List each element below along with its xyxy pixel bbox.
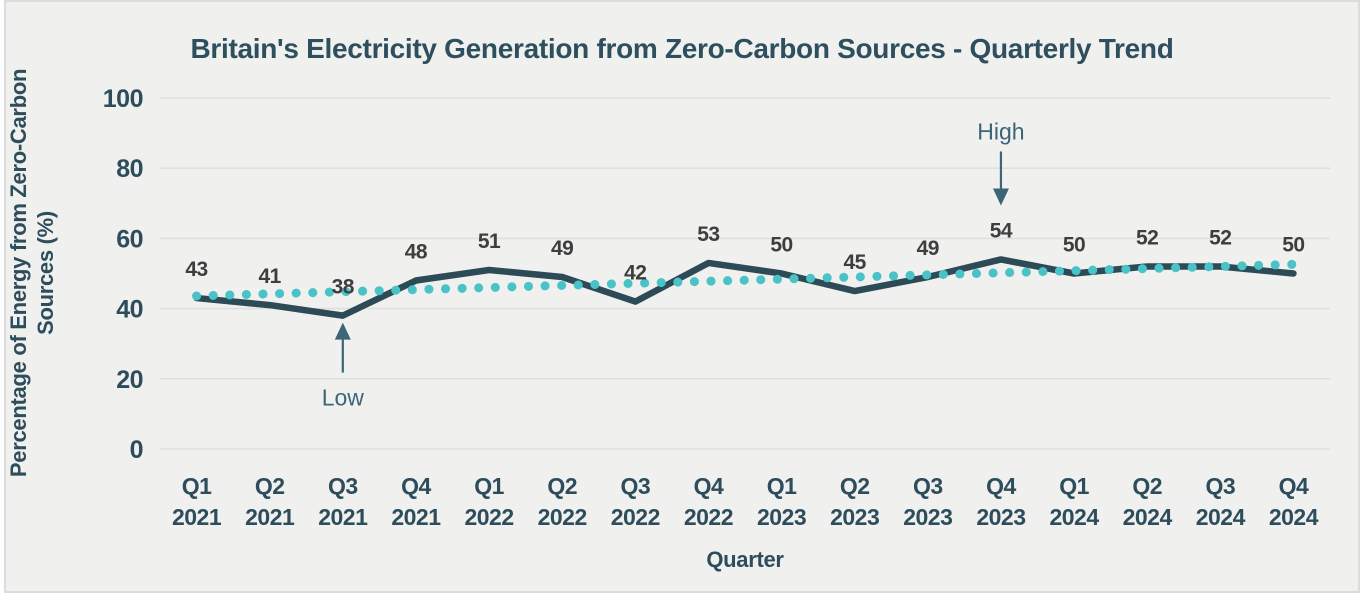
y-tick-label: 20 xyxy=(116,366,143,394)
data-label: 54 xyxy=(990,219,1013,242)
plot-area: 0 20 40 60 80 100 Q1 2021 Q2 2021 Q3 2021 Q4 2021 Q1 20… xyxy=(103,85,1330,530)
data-label: 49 xyxy=(551,237,573,260)
x-tick-label: Q3 2022 xyxy=(611,473,660,530)
data-label: 38 xyxy=(332,276,355,299)
x-tick-label: Q2 2023 xyxy=(830,473,879,530)
data-label: 48 xyxy=(405,241,428,264)
x-tick-label: Q4 2024 xyxy=(1269,473,1319,530)
x-tick-label: Q4 2023 xyxy=(976,473,1025,530)
x-axis-title: Quarter xyxy=(706,547,784,572)
x-tick-label: Q3 2023 xyxy=(903,473,952,530)
x-tick-label: Q1 2024 xyxy=(1049,473,1099,530)
data-label: 43 xyxy=(185,258,207,281)
data-label: 42 xyxy=(624,262,646,285)
x-tick-label: Q4 2021 xyxy=(391,473,441,530)
y-tick-label: 60 xyxy=(116,225,143,253)
high-arrow-head xyxy=(992,188,1009,206)
annotation-low-label: Low xyxy=(322,385,365,411)
data-label: 51 xyxy=(478,230,501,253)
data-label: 50 xyxy=(1282,234,1304,257)
y-tick-label: 80 xyxy=(116,155,143,183)
data-label: 52 xyxy=(1209,226,1231,249)
low-arrow-head xyxy=(334,322,351,340)
y-tick-label: 100 xyxy=(103,85,143,113)
x-tick-label: Q2 2021 xyxy=(245,473,295,530)
data-label: 41 xyxy=(259,265,282,288)
data-label: 50 xyxy=(1063,234,1085,257)
x-tick-label: Q2 2022 xyxy=(538,473,587,530)
x-tick-label: Q1 2022 xyxy=(464,473,513,530)
x-tick-label: Q3 2021 xyxy=(318,473,368,530)
data-label: 52 xyxy=(1136,226,1158,249)
chart-title: Britain's Electricity Generation from Ze… xyxy=(190,33,1173,64)
data-label: 49 xyxy=(917,237,939,260)
x-tick-label: Q3 2024 xyxy=(1196,473,1246,530)
x-tick-label: Q4 2022 xyxy=(684,473,733,530)
y-tick-label: 40 xyxy=(116,296,143,324)
y-axis-title-line1: Percentage of Energy from Zero-Carbon xyxy=(6,69,31,477)
annotation-high-label: High xyxy=(977,118,1024,144)
data-label: 53 xyxy=(697,223,719,246)
data-label: 45 xyxy=(844,251,867,274)
x-tick-label: Q2 2024 xyxy=(1123,473,1173,530)
x-tick-label: Q1 2023 xyxy=(757,473,806,530)
series-line-trend-dotted xyxy=(192,259,1298,301)
x-tick-label: Q1 2021 xyxy=(172,473,222,530)
data-label: 50 xyxy=(770,234,792,257)
y-axis-title-line2: Sources (%) xyxy=(33,211,58,335)
y-tick-label: 0 xyxy=(130,436,143,464)
